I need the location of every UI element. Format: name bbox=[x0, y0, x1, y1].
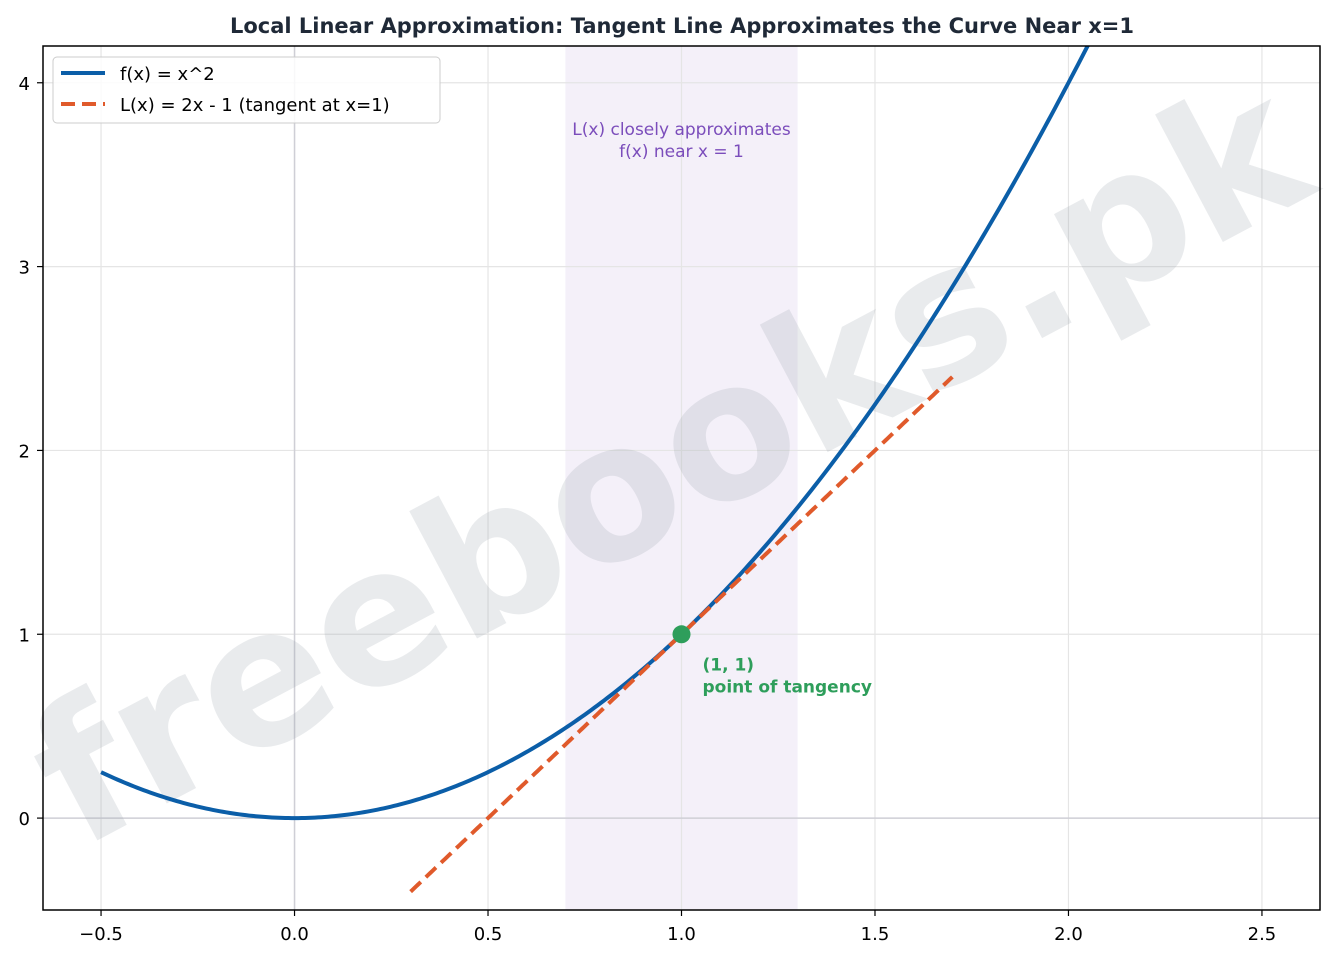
tangency-point bbox=[672, 625, 691, 644]
y-tick-label: 4 bbox=[19, 74, 30, 95]
legend-box bbox=[52, 56, 441, 124]
x-tick-label: 0.0 bbox=[280, 924, 309, 945]
x-tick-label: 2.5 bbox=[1248, 924, 1277, 945]
point-annotation-line2: point of tangency bbox=[703, 677, 872, 697]
axis-ticks: −0.5 0.0 0.5 1.0 1.5 2.0 2.5 0 1 2 3 4 bbox=[19, 74, 1277, 945]
y-tick-label: 0 bbox=[19, 809, 30, 830]
region-annotation-line1: L(x) closely approximates bbox=[572, 120, 791, 140]
x-tick-label: 1.5 bbox=[861, 924, 890, 945]
region-annotation-line2: f(x) near x = 1 bbox=[619, 142, 744, 162]
chart-title: Local Linear Approximation: Tangent Line… bbox=[230, 14, 1134, 38]
series-line-f bbox=[100, 46, 1090, 821]
x-tick-label: −0.5 bbox=[79, 924, 123, 945]
y-tick-label: 2 bbox=[19, 441, 30, 462]
legend-label-tangent: L(x) = 2x - 1 (tangent at x=1) bbox=[120, 95, 390, 116]
x-tick-label: 1.0 bbox=[667, 924, 696, 945]
y-tick-label: 3 bbox=[19, 258, 30, 279]
legend-label-f: f(x) = x^2 bbox=[120, 64, 215, 85]
legend: f(x) = x^2 L(x) = 2x - 1 (tangent at x=1… bbox=[52, 56, 441, 124]
plot-frame bbox=[42, 45, 1321, 911]
x-tick-label: 2.0 bbox=[1054, 924, 1083, 945]
y-tick-label: 1 bbox=[19, 625, 30, 646]
point-annotation-line1: (1, 1) bbox=[703, 655, 755, 675]
series-line-tangent bbox=[409, 375, 954, 894]
x-tick-label: 0.5 bbox=[474, 924, 503, 945]
